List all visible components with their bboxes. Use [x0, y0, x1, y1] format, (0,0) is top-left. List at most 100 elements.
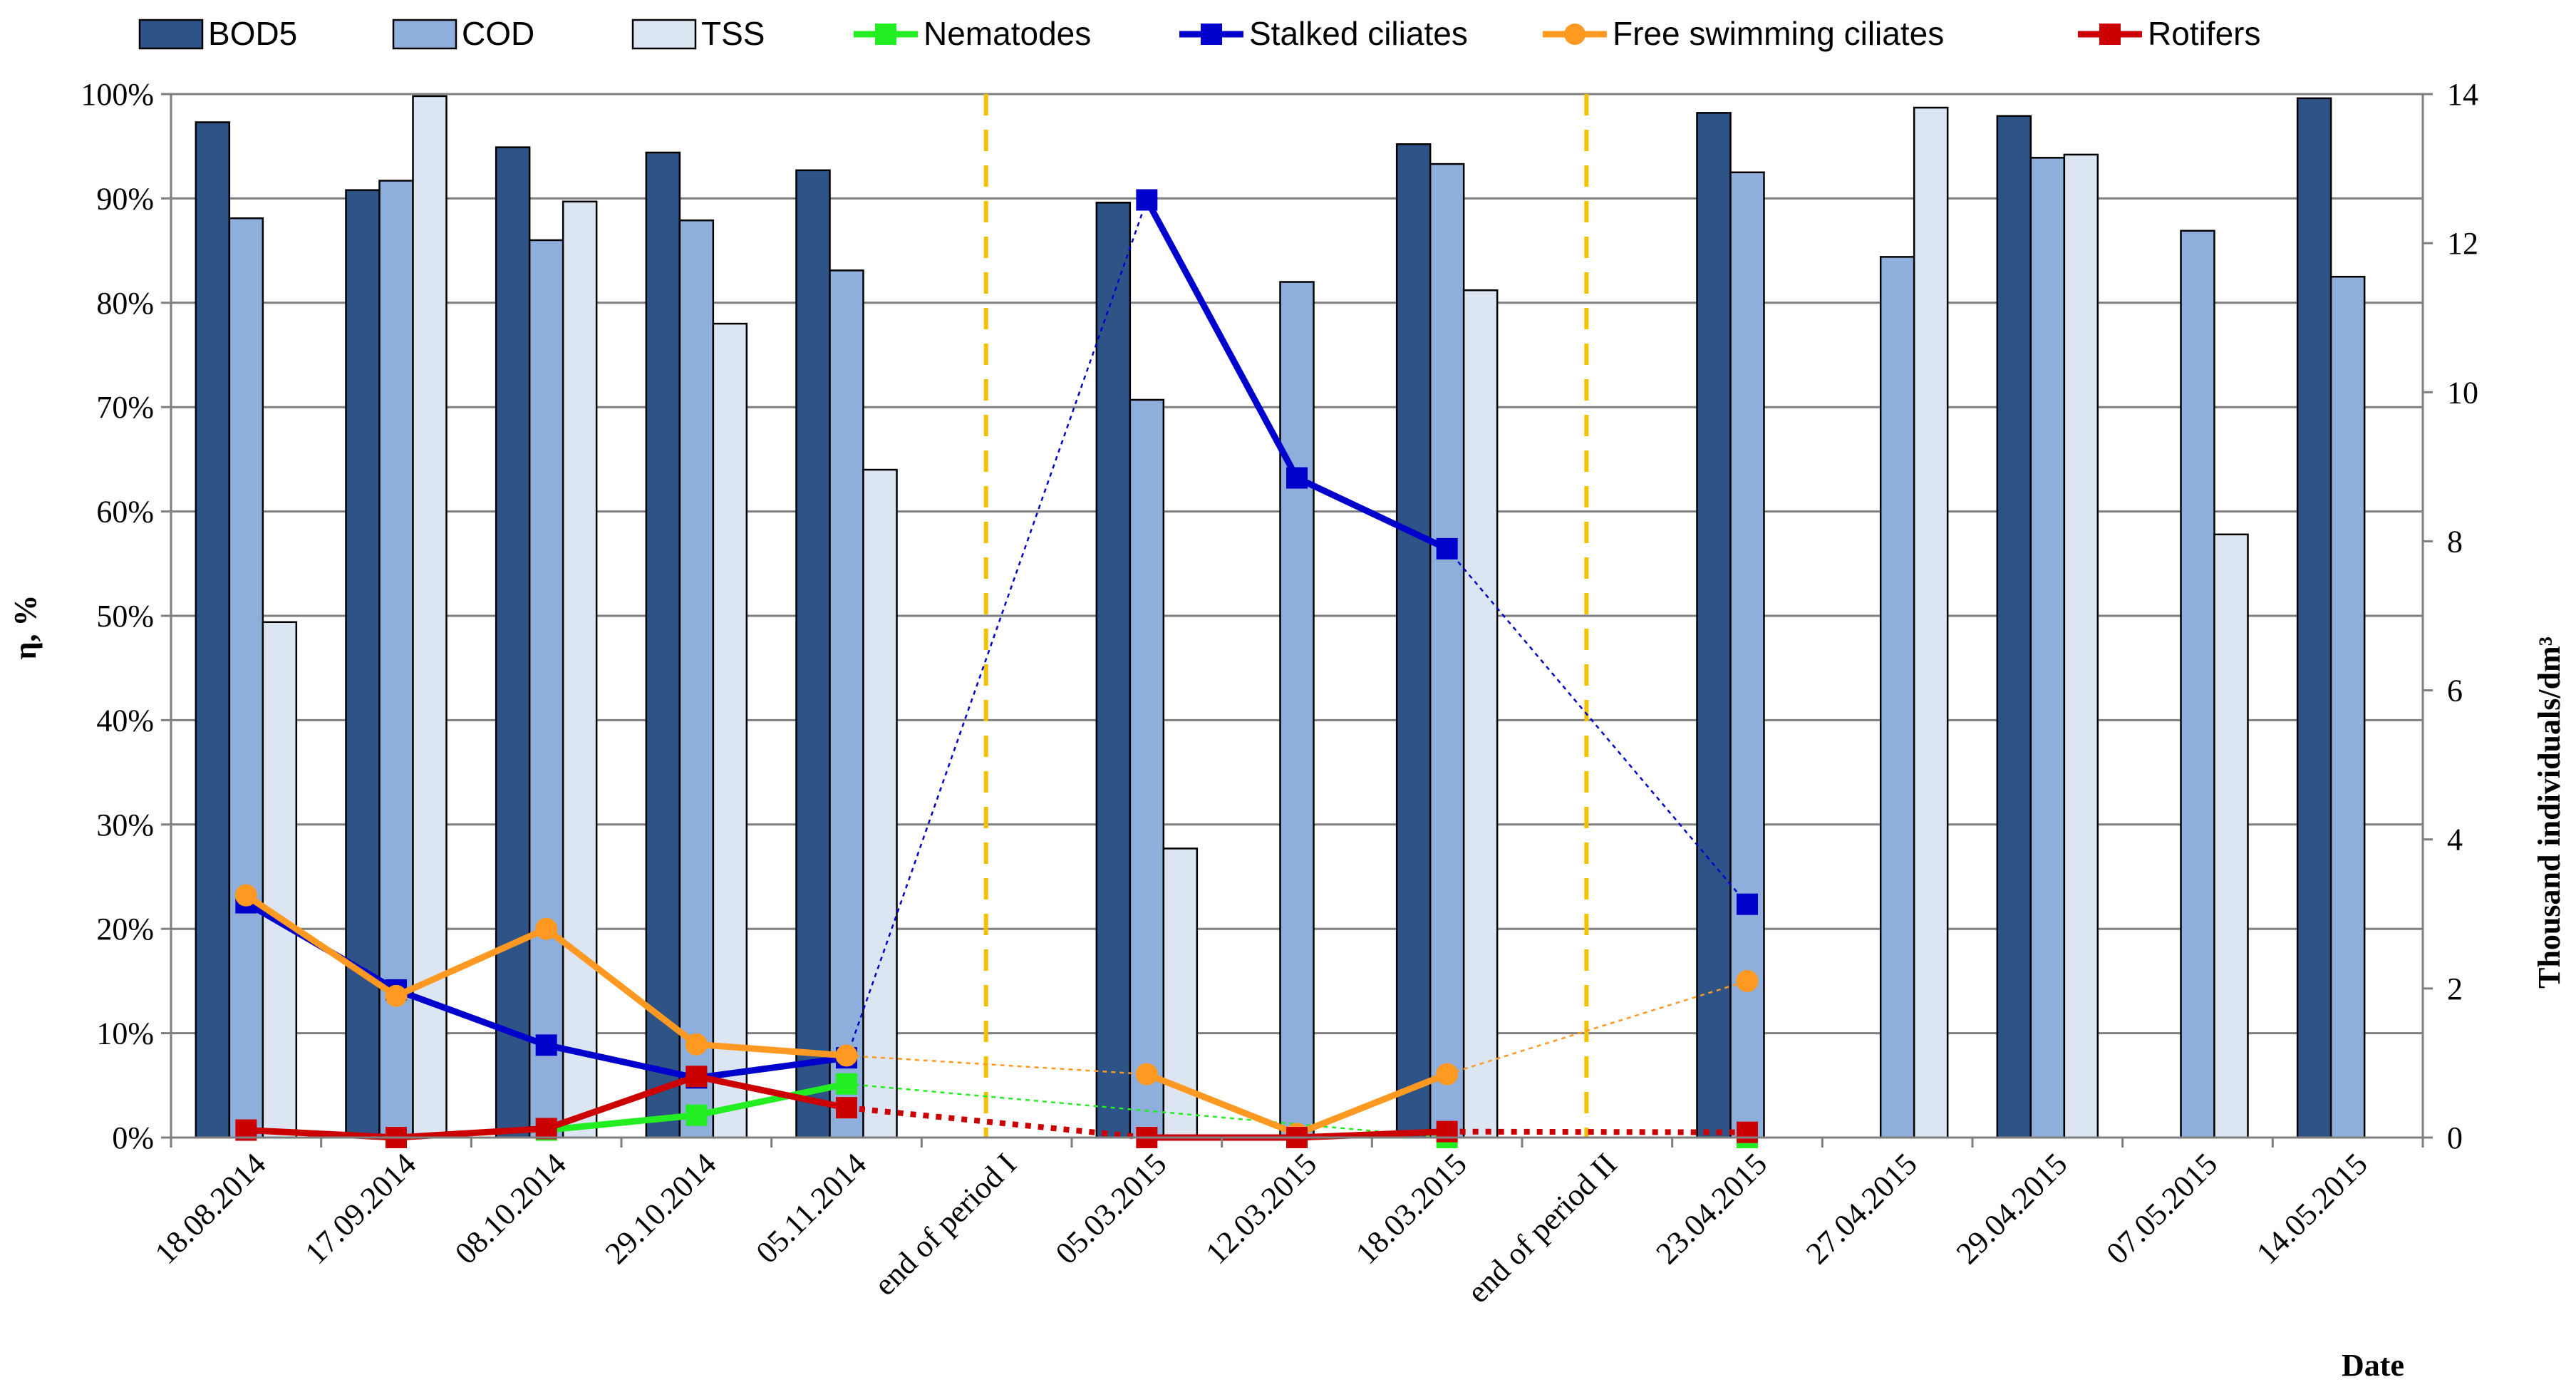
legend-item: BOD5 — [138, 15, 297, 52]
line-segment-free-swimming-ciliates — [244, 892, 398, 999]
legend-item: Stalked ciliates — [1179, 15, 1468, 52]
bar-cod — [1279, 281, 1315, 1139]
point-free-swimming-ciliates — [1736, 969, 1759, 992]
line-segment-stalked-ciliates — [845, 200, 1148, 1058]
point-stalked-ciliates — [1286, 467, 1308, 489]
y-tick-label: 60% — [96, 495, 154, 530]
legend-label: Nematodes — [924, 15, 1091, 52]
line-segment-free-swimming-ciliates — [395, 926, 548, 999]
bar-bod5 — [1095, 202, 1132, 1139]
line-segment-stalked-ciliates — [1144, 198, 1300, 480]
line-series — [234, 189, 1759, 1148]
y2-tick-label: 2 — [2447, 971, 2463, 1006]
point-free-swimming-ciliates — [385, 984, 408, 1007]
legend-item: COD — [392, 15, 534, 52]
x-tick-label: 14.05.2015 — [2250, 1146, 2374, 1271]
y2-tick-label: 4 — [2447, 823, 2463, 857]
x-axis-title: Date — [2342, 1348, 2404, 1383]
bar-tss — [1462, 289, 1499, 1139]
line-segment-stalked-ciliates — [1446, 548, 1748, 905]
y-tick-label: 30% — [96, 808, 154, 842]
legend-item: Free swimming ciliates — [1543, 15, 1944, 52]
point-free-swimming-ciliates — [685, 1033, 708, 1056]
legend-label: TSS — [701, 15, 765, 52]
bar-cod — [528, 239, 564, 1139]
line-segment-nematodes — [546, 1112, 697, 1134]
line-segment-free-swimming-ciliates — [695, 1041, 847, 1059]
point-rotifers — [836, 1097, 857, 1119]
line-segment-nematodes — [695, 1081, 847, 1119]
bar-tss — [862, 468, 898, 1139]
y-tick-label: 0% — [112, 1120, 154, 1155]
legend-item: Rotifers — [2078, 15, 2260, 52]
bar-tss — [412, 95, 448, 1139]
y-tick-label: 70% — [96, 390, 154, 425]
bar-cod — [829, 269, 864, 1139]
line-segment-stalked-ciliates — [1295, 475, 1449, 552]
y-tick-label: 80% — [96, 286, 154, 321]
bar-bod5 — [645, 151, 681, 1139]
bar-tss — [262, 621, 298, 1139]
bar-cod — [2329, 275, 2366, 1139]
x-tick-label: 12.03.2015 — [1199, 1146, 1323, 1271]
y-tick-label: 20% — [96, 912, 154, 947]
line-segment-nematodes — [846, 1083, 1447, 1139]
line-segment-stalked-ciliates — [695, 1054, 847, 1081]
x-tick-label: 23.04.2015 — [1649, 1146, 1774, 1271]
legend-swatch-marker — [2099, 24, 2121, 45]
point-rotifers — [686, 1066, 708, 1088]
y2-tick-label: 12 — [2447, 226, 2478, 261]
line-segment-rotifers — [695, 1073, 847, 1111]
bar-tss — [2063, 153, 2099, 1139]
line-segment-rotifers — [395, 1125, 547, 1141]
legend-swatch — [392, 19, 457, 50]
y2-axis-title: Thousand individuals/dm³ — [2532, 636, 2567, 989]
point-stalked-ciliates — [1737, 893, 1758, 915]
legend-swatch — [138, 19, 204, 50]
x-tick-label: 17.09.2014 — [298, 1146, 423, 1271]
legend-label: BOD5 — [208, 15, 297, 52]
x-tick-label: 08.10.2014 — [448, 1146, 573, 1271]
bar-tss — [1913, 106, 1949, 1139]
bar-bod5 — [1996, 115, 2032, 1139]
line-segment-free-swimming-ciliates — [1447, 980, 1748, 1076]
point-free-swimming-ciliates — [535, 917, 558, 940]
point-nematodes — [836, 1073, 857, 1095]
period-markers — [983, 94, 1589, 1138]
bar-cod — [1729, 171, 1765, 1139]
line-segment-stalked-ciliates — [395, 986, 548, 1048]
legend-item: TSS — [631, 15, 765, 52]
legend: BOD5 COD TSS Nematodes Stalked ciliates Free … — [138, 15, 2260, 52]
legend-swatch — [631, 19, 697, 50]
legend-swatch-marker — [875, 24, 896, 45]
legend-swatch-marker — [1564, 24, 1586, 45]
y-tick-label: 40% — [96, 703, 154, 738]
x-tick-label: 18.03.2015 — [1349, 1146, 1474, 1271]
x-tick-label: 18.08.2014 — [148, 1146, 273, 1271]
point-free-swimming-ciliates — [835, 1044, 858, 1067]
x-tick-label: 05.03.2015 — [1049, 1146, 1174, 1271]
bar-cod — [1879, 256, 1915, 1139]
bar-tss — [712, 322, 748, 1139]
y-tick-label: 100% — [81, 77, 154, 112]
x-tick-label: 07.05.2015 — [2099, 1146, 2224, 1271]
bar-bod5 — [1696, 112, 1732, 1139]
point-rotifers — [1436, 1120, 1458, 1143]
point-stalked-ciliates — [1136, 189, 1158, 211]
point-stalked-ciliates — [535, 1034, 557, 1056]
point-nematodes — [686, 1104, 708, 1126]
bar-bod5 — [195, 121, 231, 1139]
bar-bod5 — [1395, 143, 1432, 1139]
bar-cod — [1129, 398, 1165, 1139]
bar-tss — [2213, 533, 2249, 1139]
line-segment-free-swimming-ciliates — [544, 926, 699, 1047]
bar-cod — [2180, 230, 2215, 1139]
line-segment-stalked-ciliates — [545, 1041, 698, 1081]
y2-tick-label: 0 — [2447, 1120, 2463, 1155]
bar-bod5 — [2296, 97, 2332, 1139]
bars — [195, 95, 2366, 1139]
legend-swatch-marker — [1201, 24, 1222, 45]
bar-tss — [562, 200, 598, 1139]
line-segment-free-swimming-ciliates — [1145, 1071, 1298, 1137]
